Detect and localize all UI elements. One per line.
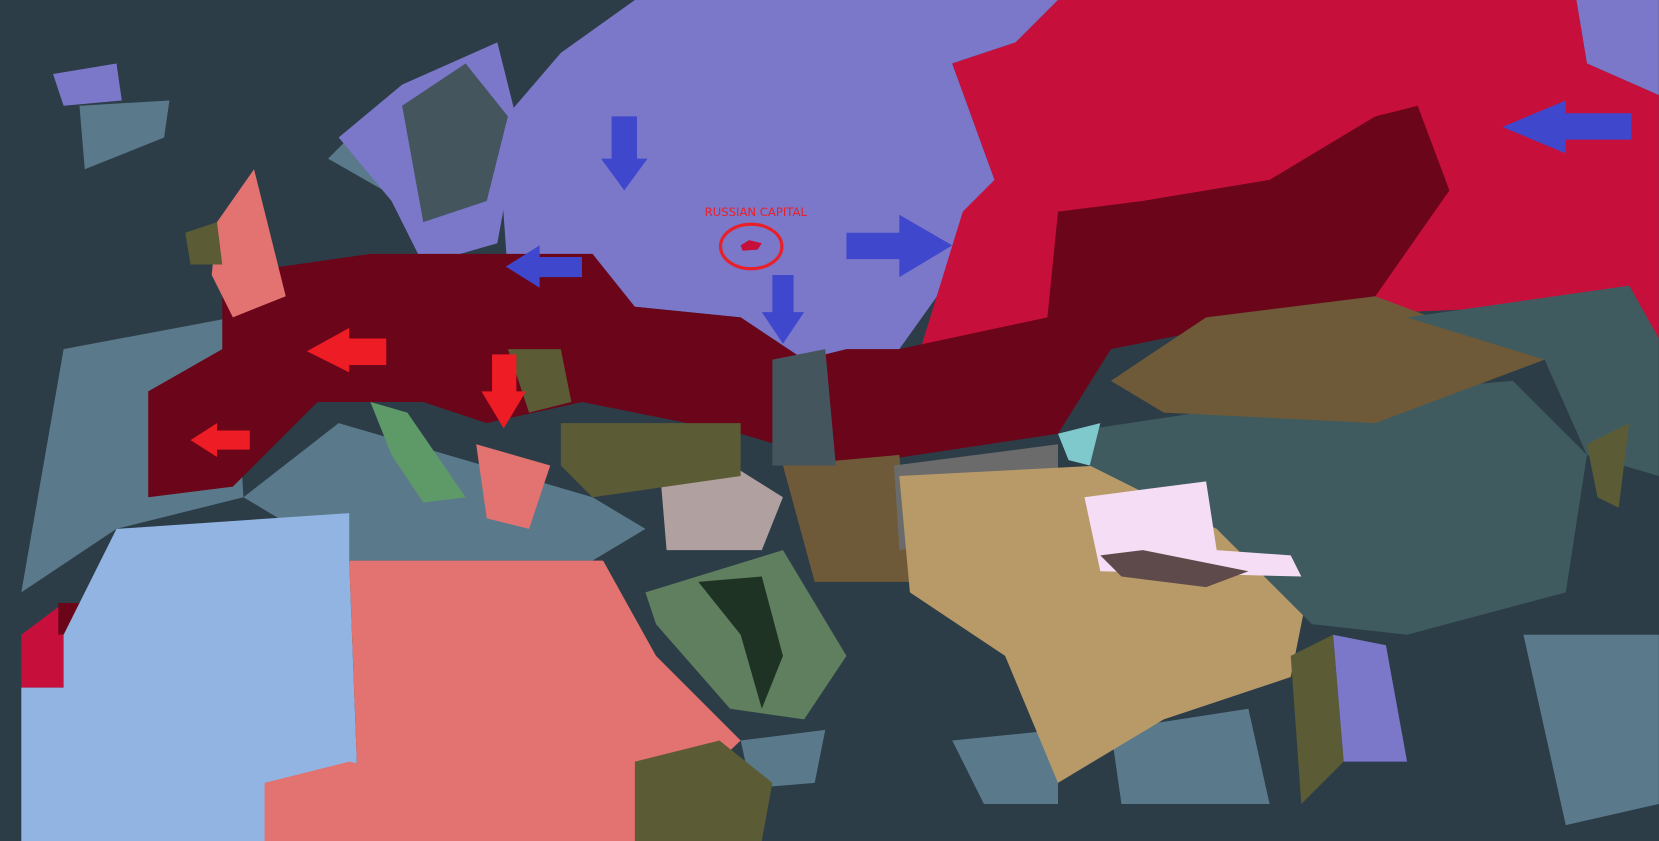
arrow-red-left	[306, 327, 387, 373]
red-arrows	[190, 327, 526, 457]
arrow-red-down	[481, 354, 526, 429]
region-arabia-interior	[698, 576, 783, 709]
region-coastal-teal	[1057, 423, 1101, 466]
moscow-province[interactable]	[740, 240, 762, 251]
region-italy[interactable]	[370, 401, 466, 503]
region-burma-siam[interactable]	[1290, 634, 1344, 804]
region-turkey[interactable]	[560, 423, 741, 498]
region-caucasus[interactable]	[772, 349, 836, 466]
region-china[interactable]	[1057, 380, 1587, 635]
sea-zone	[952, 729, 1058, 804]
sea-zone	[79, 100, 170, 170]
arrow-blue-left	[505, 245, 582, 288]
sea-zone	[740, 729, 826, 789]
region-axis-territory[interactable]	[148, 105, 1450, 498]
region-far-east-purple[interactable]	[1576, 0, 1659, 96]
region-sweden[interactable]	[402, 63, 508, 223]
arrow-blue-down	[761, 275, 805, 344]
region-yugoslavia[interactable]	[507, 349, 572, 413]
region-ethiopia[interactable]	[634, 740, 773, 841]
sea-zone-pacific	[1523, 634, 1659, 826]
region-ireland[interactable]	[185, 222, 223, 265]
region-iraq-syria[interactable]	[661, 470, 783, 551]
arrow-blue-left	[1502, 100, 1632, 154]
arrow-blue-right	[846, 214, 953, 278]
region-greece[interactable]	[476, 444, 551, 529]
region-indochina[interactable]	[1333, 634, 1408, 762]
region-iceland[interactable]	[53, 63, 122, 106]
region-mongolia[interactable]	[1110, 296, 1545, 424]
region-korea[interactable]	[1586, 423, 1630, 508]
arrow-red-left	[190, 423, 250, 457]
region-nepal[interactable]	[1100, 550, 1249, 588]
region-manchuria[interactable]	[1407, 285, 1659, 477]
arrow-blue-down	[601, 116, 648, 191]
region-russia-west[interactable]	[497, 0, 1058, 360]
capital-label: RUSSIAN CAPITAL	[705, 205, 808, 219]
region-britain[interactable]	[211, 169, 286, 318]
region-africa-salmon[interactable]	[264, 761, 403, 841]
region-iran[interactable]	[782, 454, 910, 582]
region-north-africa[interactable]	[21, 513, 360, 841]
sea-zone	[1110, 708, 1270, 804]
capital-circle	[718, 222, 784, 271]
blue-arrows	[505, 100, 1632, 344]
